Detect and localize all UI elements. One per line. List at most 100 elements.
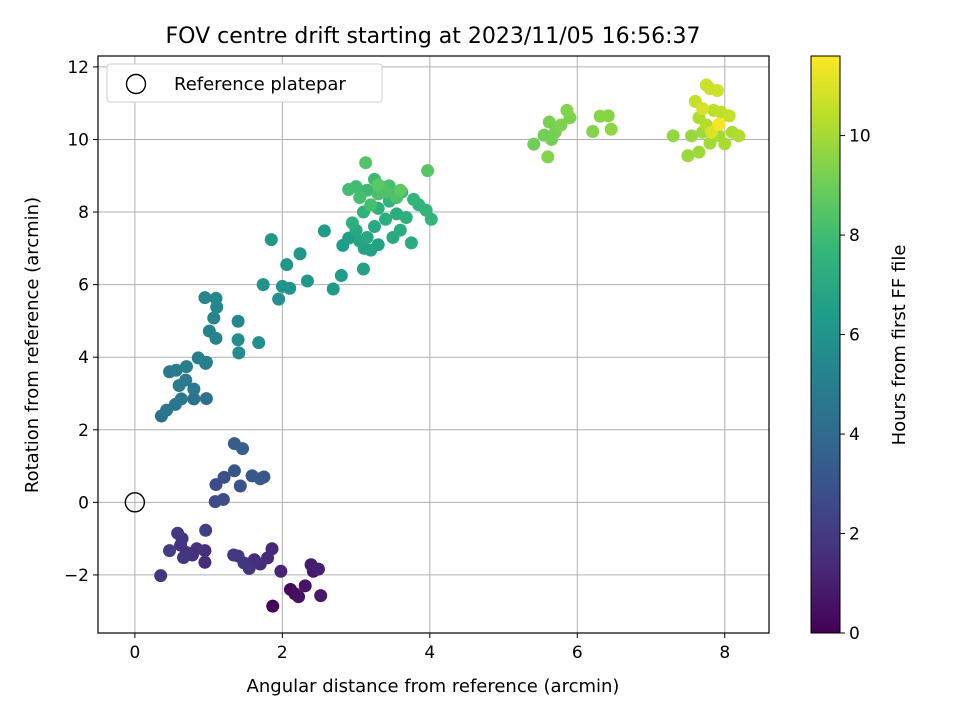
x-tick-label: 8 xyxy=(719,643,730,663)
colorbar-label: Hours from first FF file xyxy=(889,245,910,446)
data-point xyxy=(231,333,245,347)
data-point xyxy=(710,83,724,97)
x-tick-label: 2 xyxy=(277,643,288,663)
data-point xyxy=(356,262,370,276)
data-point xyxy=(371,178,385,192)
y-tick-label: 6 xyxy=(78,276,89,296)
data-point xyxy=(393,223,407,237)
data-point xyxy=(541,150,555,164)
data-point xyxy=(198,555,212,569)
data-point xyxy=(364,198,378,212)
colorbar-tick-label: 6 xyxy=(849,326,860,346)
data-point xyxy=(175,532,189,546)
data-point xyxy=(681,149,695,163)
data-point xyxy=(732,129,746,143)
x-tick-label: 0 xyxy=(129,643,140,663)
data-point xyxy=(169,363,183,377)
data-point xyxy=(199,392,213,406)
data-point xyxy=(722,109,736,123)
data-point xyxy=(209,291,223,305)
colorbar-tick-label: 2 xyxy=(849,525,860,545)
y-tick-label: 2 xyxy=(78,421,89,441)
data-point xyxy=(233,479,247,493)
data-point xyxy=(266,599,280,613)
plot-frame xyxy=(97,55,770,634)
data-point xyxy=(692,145,706,159)
chart-title: FOV centre drift starting at 2023/11/05 … xyxy=(166,24,701,49)
legend-open-circle-icon xyxy=(125,73,147,95)
y-tick-label: −2 xyxy=(64,566,89,586)
data-point xyxy=(283,281,297,295)
data-point xyxy=(298,579,312,593)
data-point xyxy=(696,102,710,116)
colorbar-tick-label: 10 xyxy=(849,127,871,147)
colorbar-tick-label: 8 xyxy=(849,226,860,246)
colorbar: 0 2 4 6 8 10 Hours from first FF file xyxy=(810,55,910,644)
data-point xyxy=(280,258,294,272)
data-point xyxy=(368,220,382,234)
data-point xyxy=(257,470,271,484)
data-point xyxy=(207,311,221,325)
data-point xyxy=(404,236,418,250)
data-point xyxy=(174,392,188,406)
y-tick-label: 12 xyxy=(67,58,89,78)
x-tick-label: 4 xyxy=(424,643,435,663)
data-points xyxy=(154,78,746,613)
data-point xyxy=(232,346,246,360)
data-point xyxy=(345,216,359,230)
reference-platepar-marker xyxy=(124,492,146,513)
y-tick-label: 10 xyxy=(67,130,89,150)
data-point xyxy=(317,224,331,238)
data-point xyxy=(527,137,541,151)
data-point xyxy=(353,191,367,205)
data-point xyxy=(542,115,556,129)
data-point xyxy=(187,382,201,396)
grid-lines xyxy=(98,56,769,633)
data-point xyxy=(712,117,726,131)
data-point xyxy=(177,551,191,565)
colorbar-gradient xyxy=(810,55,841,634)
data-point xyxy=(216,492,230,506)
x-axis-label: Angular distance from reference (arcmin) xyxy=(247,676,620,697)
data-point xyxy=(685,129,699,143)
data-point xyxy=(718,137,732,151)
data-point xyxy=(342,183,356,197)
data-point xyxy=(198,291,212,305)
data-point xyxy=(359,156,373,170)
data-point xyxy=(601,109,615,123)
data-point xyxy=(292,590,306,604)
y-axis-label: Rotation from reference (arcmin) xyxy=(22,197,43,493)
data-point xyxy=(379,212,393,226)
data-point xyxy=(256,278,270,292)
data-point xyxy=(560,103,574,117)
y-tick-label: 0 xyxy=(78,493,89,513)
data-point xyxy=(703,136,717,150)
data-point xyxy=(274,564,288,578)
colorbar-tick-label: 0 xyxy=(849,624,860,644)
y-tick-label: 4 xyxy=(78,348,89,368)
data-point xyxy=(371,238,385,252)
data-point xyxy=(187,392,201,406)
data-point xyxy=(554,118,568,132)
data-point xyxy=(407,192,421,206)
data-point xyxy=(179,360,193,374)
data-point xyxy=(360,230,374,244)
colorbar-ticks: 0 2 4 6 8 10 xyxy=(840,127,871,644)
data-point xyxy=(421,164,435,178)
data-point xyxy=(424,212,438,226)
legend-box xyxy=(106,63,383,103)
data-point xyxy=(264,233,278,247)
data-point xyxy=(334,269,348,283)
data-point xyxy=(172,379,186,393)
colorbar-tick-label: 4 xyxy=(849,425,860,445)
data-point xyxy=(163,544,177,558)
data-point xyxy=(231,314,245,328)
data-point xyxy=(236,442,250,456)
data-point xyxy=(227,548,241,562)
data-point xyxy=(314,589,328,603)
data-point xyxy=(586,124,600,138)
y-axis-ticks: −2 0 2 4 6 8 10 12 xyxy=(64,58,98,586)
data-point xyxy=(209,331,223,345)
data-point xyxy=(199,356,213,370)
